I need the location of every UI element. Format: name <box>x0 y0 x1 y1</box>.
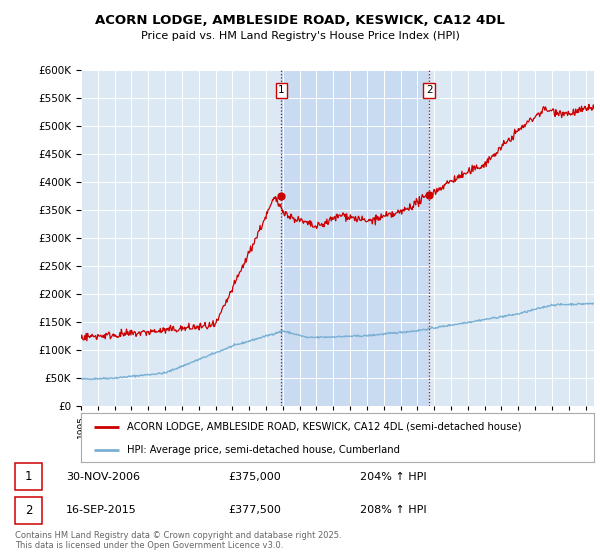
Text: 30-NOV-2006: 30-NOV-2006 <box>66 472 140 482</box>
Bar <box>281 70 430 406</box>
Text: 208% ↑ HPI: 208% ↑ HPI <box>360 505 427 515</box>
Text: 204% ↑ HPI: 204% ↑ HPI <box>360 472 427 482</box>
Text: 1: 1 <box>278 85 285 95</box>
Text: Contains HM Land Registry data © Crown copyright and database right 2025.
This d: Contains HM Land Registry data © Crown c… <box>15 530 341 550</box>
Text: 16-SEP-2015: 16-SEP-2015 <box>66 505 137 515</box>
Text: 1: 1 <box>25 470 32 483</box>
Text: ACORN LODGE, AMBLESIDE ROAD, KESWICK, CA12 4DL (semi-detached house): ACORN LODGE, AMBLESIDE ROAD, KESWICK, CA… <box>127 422 521 432</box>
Text: 2: 2 <box>25 503 32 517</box>
Text: HPI: Average price, semi-detached house, Cumberland: HPI: Average price, semi-detached house,… <box>127 445 400 455</box>
Text: Price paid vs. HM Land Registry's House Price Index (HPI): Price paid vs. HM Land Registry's House … <box>140 31 460 41</box>
Text: £377,500: £377,500 <box>228 505 281 515</box>
Text: 2: 2 <box>426 85 433 95</box>
Text: ACORN LODGE, AMBLESIDE ROAD, KESWICK, CA12 4DL: ACORN LODGE, AMBLESIDE ROAD, KESWICK, CA… <box>95 14 505 27</box>
Text: £375,000: £375,000 <box>228 472 281 482</box>
